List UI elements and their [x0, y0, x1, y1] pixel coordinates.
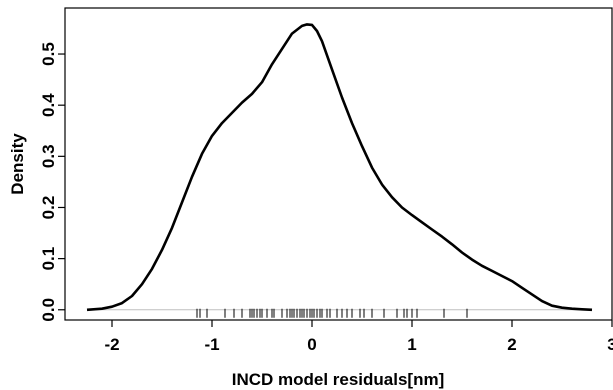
- x-axis-title: INCD model residuals[nm]: [232, 370, 445, 389]
- x-axis: -2 -1 0 1 2 3: [104, 320, 613, 354]
- x-tick-label: -2: [104, 335, 119, 354]
- y-tick-label: 0.5: [39, 42, 58, 66]
- y-axis-title: Density: [8, 133, 27, 195]
- y-axis: 0.0 0.1 0.2 0.3 0.4 0.5: [39, 42, 65, 322]
- y-tick-label: 0.4: [39, 93, 58, 117]
- x-tick-label: 1: [407, 335, 416, 354]
- rug-marks: [196, 308, 468, 318]
- y-tick-label: 0.1: [39, 247, 58, 271]
- y-tick-label: 0.2: [39, 196, 58, 220]
- y-tick-label: 0.0: [39, 298, 58, 322]
- x-tick-label: 0: [307, 335, 316, 354]
- x-tick-label: 3: [607, 335, 613, 354]
- density-curve: [86, 23, 593, 312]
- x-tick-label: -1: [204, 335, 219, 354]
- y-tick-label: 0.3: [39, 144, 58, 168]
- x-tick-label: 2: [507, 335, 516, 354]
- plot-frame: [64, 7, 613, 321]
